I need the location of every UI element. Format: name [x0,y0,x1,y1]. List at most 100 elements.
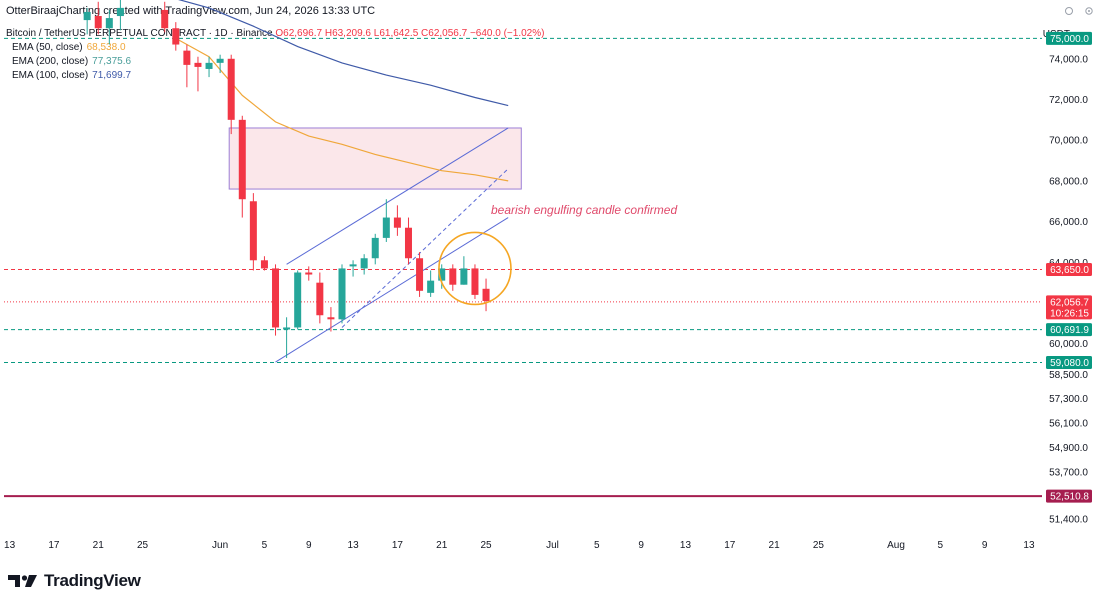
x-tick-label: 9 [982,540,988,551]
legend-ema-50[interactable]: EMA (50, close) 68,538.0 [12,42,126,53]
brand-name: TradingView [44,571,141,590]
price-badge[interactable] [1046,31,1092,45]
y-tick-label: 68,000.0 [1049,176,1088,187]
y-tick-label: 57,300.0 [1049,394,1088,405]
symbol-line: Bitcoin / TetherUS PERPETUAL CONTRACT · … [6,28,544,39]
x-tick-label: Jul [546,540,559,551]
y-tick-label: 72,000.0 [1049,95,1088,106]
candle-body[interactable] [183,50,191,65]
candle-body[interactable] [360,258,368,269]
price-badge-label: 63,650.0 [1050,265,1089,276]
ohlc-values: O62,696.7 H63,209.6 L61,642.5 C62,056.7 … [275,28,545,39]
channel-upper-line[interactable] [286,127,509,265]
x-tick-label: 25 [813,540,825,551]
legend-ema-100-value: 71,699.7 [92,70,132,81]
candle-body[interactable] [338,268,346,320]
tv-logo-icon [8,575,37,587]
legend-ema-100[interactable]: EMA (100, close) 71,699.7 [12,70,131,81]
candle-body[interactable] [382,217,390,238]
y-tick-label: 70,000.0 [1049,136,1088,147]
price-badge-label: 59,080.0 [1050,358,1089,369]
candle-body[interactable] [449,268,457,285]
candle-body[interactable] [371,237,379,259]
settings-icon[interactable] [1084,6,1094,16]
price-badge-label: 62,056.7 [1050,297,1089,308]
candle-body[interactable] [227,58,235,120]
x-tick-label: 21 [769,540,781,551]
x-tick-label: 17 [724,540,736,551]
candle-body[interactable] [349,264,357,267]
x-tick-label: 13 [680,540,692,551]
price-badge-label: 52,510.8 [1050,492,1089,503]
candle-body[interactable] [238,119,246,200]
y-tick-label: 51,400.0 [1049,514,1088,525]
y-tick-label: 60,000.0 [1049,339,1088,350]
price-badge[interactable] [1046,295,1092,320]
candle-body[interactable] [316,282,324,316]
candle-body[interactable] [83,11,91,21]
candle-body[interactable] [482,288,490,301]
highlight-circle[interactable] [438,231,512,306]
chart-annotation: bearish engulfing candle confirmed [491,203,678,217]
candle-body[interactable] [272,268,280,328]
candle-body[interactable] [305,272,313,275]
candle-body[interactable] [471,268,479,295]
candle-body[interactable] [438,268,446,281]
price-badge[interactable] [1046,262,1092,276]
price-badge-label: 60,691.9 [1050,325,1089,336]
x-tick-label: 13 [1023,540,1035,551]
candle-body[interactable] [460,268,468,285]
price-badge[interactable] [1046,489,1092,503]
symbol-name[interactable]: Bitcoin / TetherUS PERPETUAL CONTRACT · … [6,28,273,39]
x-tick-label: 25 [137,540,149,551]
camera-icon[interactable] [1064,6,1074,16]
supply-zone[interactable] [228,127,522,190]
tradingview-logo[interactable]: TradingView [8,571,141,591]
ema-line-1 [178,0,509,107]
legend-ema-200[interactable]: EMA (200, close) 77,375.6 [12,56,131,67]
y-tick-label: 54,900.0 [1049,443,1088,454]
x-tick-label: 13 [348,540,360,551]
channel-mid-line[interactable] [341,168,509,328]
candle-body[interactable] [416,258,424,291]
y-tick-label: 56,100.0 [1049,419,1088,430]
x-tick-label: 25 [480,540,492,551]
candle-body[interactable] [116,7,124,17]
x-tick-label: Aug [887,540,905,551]
price-badge[interactable] [1046,355,1092,369]
y-tick-label: 74,000.0 [1049,54,1088,65]
x-tick-label: 17 [392,540,404,551]
channel-lower-line[interactable] [275,217,509,363]
x-tick-label: 21 [93,540,105,551]
legend-ema-200-value: 77,375.6 [92,56,132,67]
x-tick-label: 17 [48,540,60,551]
x-tick-label: 9 [306,540,312,551]
candle-body[interactable] [260,260,268,269]
candle-body[interactable] [216,58,224,63]
candle-body[interactable] [283,327,291,330]
candle-body[interactable] [393,217,401,228]
price-badge-label: 75,000.0 [1050,34,1089,45]
legend-ema-100-label: EMA (100, close) [12,70,89,81]
y-tick-label: 58,500.0 [1049,370,1088,381]
candle-body[interactable] [94,16,102,29]
candle-body[interactable] [327,317,335,320]
candle-body[interactable] [161,9,169,29]
candle-body[interactable] [249,201,257,261]
candle-body[interactable] [294,272,302,328]
legend-ema-50-value: 68,538.0 [86,42,126,53]
legend-ema-200-label: EMA (200, close) [12,56,89,67]
candle-body[interactable] [172,28,180,45]
candle-body[interactable] [205,62,213,69]
candle-body[interactable] [404,227,412,259]
candle-body[interactable] [105,18,113,29]
price-badge[interactable] [1046,323,1092,337]
y-tick-label: 66,000.0 [1049,217,1088,228]
candle-body[interactable] [427,280,435,293]
x-tick-label: 5 [938,540,944,551]
x-tick-label: 21 [436,540,448,551]
x-tick-label: Jun [212,540,228,551]
candle-body[interactable] [194,62,202,67]
x-tick-label: 13 [4,540,16,551]
